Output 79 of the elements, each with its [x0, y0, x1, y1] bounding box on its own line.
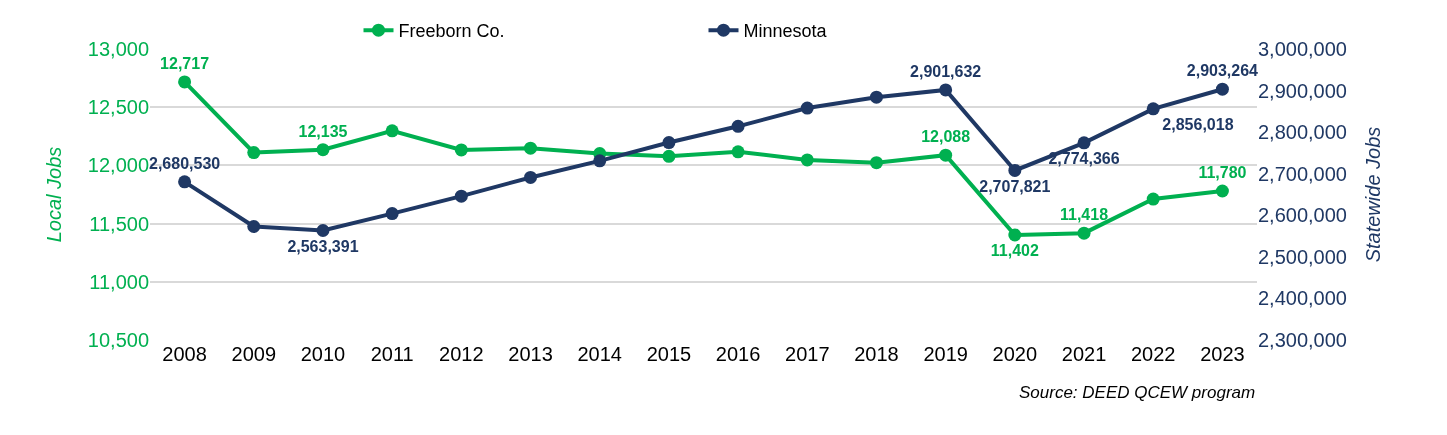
point: [385, 207, 399, 221]
point: [385, 124, 399, 138]
data-label: 2,680,530: [149, 154, 221, 172]
y2-tick-label: 2,700,000: [1258, 162, 1347, 185]
point: [869, 156, 883, 170]
data-label: 2,774,366: [1048, 149, 1120, 167]
x-tick-label: 2017: [785, 343, 830, 365]
point: [731, 119, 745, 133]
x-tick-label: 2013: [508, 343, 553, 365]
point: [731, 145, 745, 159]
data-label: 11,402: [990, 242, 1039, 260]
data-label: 11,418: [1060, 206, 1109, 224]
x-tick-label: 2023: [1200, 343, 1245, 365]
point: [800, 153, 814, 167]
x-tick-label: 2011: [370, 343, 414, 365]
data-label: 2,707,821: [979, 177, 1051, 195]
point: [524, 141, 538, 155]
point: [1146, 102, 1160, 116]
x-tick-label: 2012: [439, 343, 484, 365]
y2-tick-label: 2,900,000: [1258, 79, 1347, 102]
point: [869, 90, 883, 104]
x-tick-label: 2014: [577, 343, 622, 365]
x-tick-label: 2020: [992, 343, 1038, 365]
point: [247, 146, 261, 160]
y2-tick-label: 2,600,000: [1258, 204, 1347, 227]
point: [800, 101, 814, 115]
point: [593, 154, 607, 168]
y-tick-label: 11,500: [89, 212, 149, 235]
y2-tick-label: 3,000,000: [1258, 38, 1347, 60]
x-tick-label: 2022: [1130, 343, 1176, 365]
y-tick-label: 12,000: [87, 154, 149, 177]
x-tick-label: 2010: [300, 343, 346, 365]
point: [1077, 226, 1091, 240]
data-label: 11,780: [1198, 163, 1247, 181]
source-note: Source: DEED QCEW program: [1019, 383, 1256, 402]
data-label: 12,088: [921, 128, 971, 146]
legend-label: Minnesota: [743, 21, 828, 42]
point: [662, 136, 676, 150]
x-tick-label: 2021: [1061, 343, 1107, 365]
data-label: 2,856,018: [1162, 115, 1234, 133]
point: [1077, 136, 1091, 150]
point: [178, 75, 192, 89]
y2-axis-title: Statewide Jobs: [1362, 126, 1385, 263]
y-tick-label: 10,500: [87, 329, 149, 351]
point: [1215, 184, 1229, 198]
point: [454, 189, 468, 203]
data-label: 2,901,632: [910, 62, 982, 80]
point: [316, 224, 330, 237]
y-tick-label: 12,500: [87, 96, 149, 119]
x-tick-label: 2018: [854, 343, 899, 365]
x-tick-label: 2019: [923, 343, 968, 365]
y-tick-label: 11,000: [89, 270, 149, 293]
point: [939, 83, 953, 97]
point: [524, 170, 538, 184]
x-tick-label: 2016: [715, 343, 761, 365]
y2-tick-label: 2,800,000: [1258, 121, 1347, 144]
point: [316, 143, 330, 157]
point: [178, 175, 192, 189]
point: [1146, 192, 1160, 206]
point: [1008, 228, 1022, 242]
point: [1215, 82, 1229, 96]
data-label: 12,717: [160, 54, 210, 72]
y2-tick-label: 2,500,000: [1258, 245, 1347, 268]
data-label: 2,563,391: [287, 237, 359, 255]
data-label: 12,135: [298, 122, 348, 140]
x-tick-label: 2015: [646, 343, 692, 365]
x-tick-label: 2009: [231, 343, 277, 365]
y2-tick-label: 2,300,000: [1258, 329, 1347, 351]
x-tick-label: 2008: [162, 343, 207, 365]
data-label: 2,903,264: [1186, 62, 1259, 80]
y-tick-label: 13,000: [87, 38, 149, 60]
point: [454, 143, 468, 157]
point: [662, 149, 676, 163]
point: [247, 220, 261, 233]
y2-tick-label: 2,400,000: [1258, 287, 1347, 310]
point: [939, 148, 953, 162]
legend-label: Freeborn Co.: [398, 21, 505, 42]
point: [1008, 163, 1022, 177]
y-axis-title: Local Jobs: [43, 146, 66, 243]
